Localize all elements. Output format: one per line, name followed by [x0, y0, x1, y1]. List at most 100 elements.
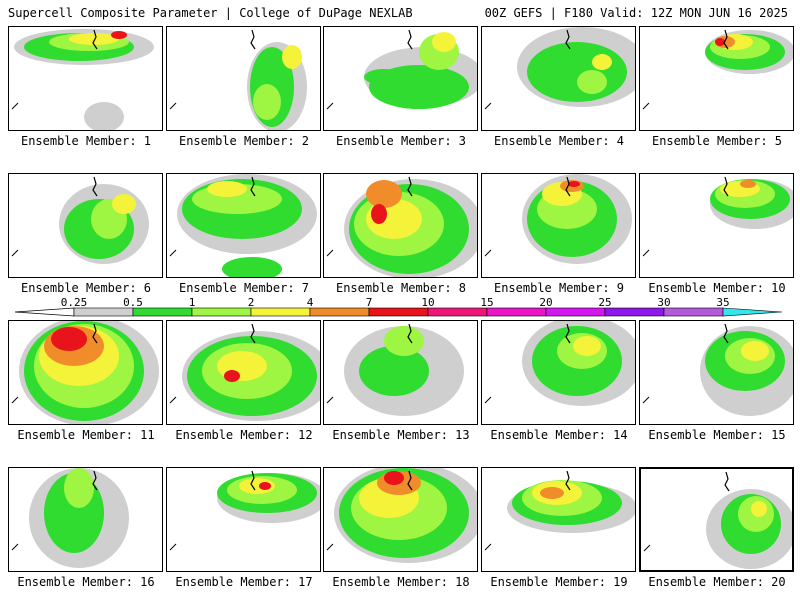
colorbar-swatch — [191, 307, 252, 317]
ensemble-member-label: Ensemble Member: 16 — [17, 575, 155, 589]
scp-map — [169, 174, 317, 277]
colorbar-tick-label: 15 — [480, 297, 493, 309]
ensemble-map-panel[interactable] — [639, 26, 794, 131]
scp-contour-region — [740, 180, 756, 188]
ensemble-member-label: Ensemble Member: 18 — [332, 575, 470, 589]
scp-contour-region — [592, 54, 612, 70]
scp-map — [11, 29, 154, 130]
coastline-line — [643, 544, 651, 552]
ensemble-member-label: Ensemble Member: 8 — [335, 281, 467, 295]
coastline-line — [326, 543, 334, 551]
ensemble-map-panel[interactable] — [323, 173, 478, 278]
scp-contour-region — [568, 181, 580, 187]
scp-contour-region — [224, 370, 240, 382]
colorbar-swatch — [309, 307, 370, 317]
scp-contour-region — [432, 32, 456, 52]
coastline-line — [169, 396, 177, 404]
colorbar-swatch — [545, 307, 606, 317]
ensemble-map-panel[interactable] — [8, 320, 163, 425]
colorbar-tick-label: 2 — [248, 297, 255, 309]
coastline-line — [642, 102, 650, 110]
ensemble-map-panel[interactable] — [166, 26, 321, 131]
ensemble-member-label: Ensemble Member: 11 — [17, 428, 155, 442]
scp-contour-region — [64, 468, 94, 508]
ensemble-member-label: Ensemble Member: 7 — [178, 281, 310, 295]
colorbar-swatch — [368, 307, 429, 317]
ensemble-map-panel[interactable] — [639, 320, 794, 425]
scp-contour-region — [282, 45, 302, 69]
ensemble-map-panel[interactable] — [8, 26, 163, 131]
ensemble-map-panel[interactable] — [166, 173, 321, 278]
ensemble-member-label: Ensemble Member: 20 — [648, 575, 786, 589]
scp-contour-region — [751, 501, 767, 517]
coastline-line — [642, 396, 650, 404]
ensemble-map-panel[interactable] — [481, 173, 636, 278]
scp-map — [11, 468, 129, 568]
coastline-line — [407, 176, 413, 197]
colorbar-swatch — [250, 307, 311, 317]
coastline-line — [484, 543, 492, 551]
scp-contour-region — [84, 102, 124, 130]
coastline-line — [724, 471, 730, 492]
ensemble-member-label: Ensemble Member: 10 — [648, 281, 786, 295]
ensemble-map-panel[interactable] — [481, 467, 636, 572]
scp-map — [484, 470, 635, 551]
ensemble-map-panel[interactable] — [166, 320, 321, 425]
coastline-line — [723, 176, 729, 197]
scp-contour-region — [384, 326, 424, 356]
coastline-line — [484, 102, 492, 110]
colorbar-tick-label: 0.5 — [123, 297, 143, 309]
coastline-line — [250, 470, 256, 491]
scp-map — [642, 29, 793, 110]
coastline-line — [11, 249, 19, 257]
coastline-line — [723, 323, 729, 344]
ensemble-member-label: Ensemble Member: 9 — [493, 281, 625, 295]
scp-map — [484, 321, 635, 406]
colorbar-swatch — [73, 307, 134, 317]
coastline-line — [11, 543, 19, 551]
scp-contour-region — [112, 194, 136, 214]
scp-contour-region — [364, 69, 404, 85]
scp-contour-region — [573, 336, 601, 356]
ensemble-member-label: Ensemble Member: 14 — [490, 428, 628, 442]
ensemble-member-label: Ensemble Member: 13 — [332, 428, 470, 442]
scp-contour-region — [253, 84, 281, 120]
ensemble-map-panel[interactable] — [8, 173, 163, 278]
colorbar-tick-label: 4 — [307, 297, 314, 309]
ensemble-map-panel[interactable] — [8, 467, 163, 572]
coastline-line — [565, 29, 571, 50]
ensemble-member-label: Ensemble Member: 1 — [20, 134, 152, 148]
ensemble-map-panel[interactable] — [639, 173, 794, 278]
coastline-line — [407, 470, 413, 491]
ensemble-member-label: Ensemble Member: 19 — [490, 575, 628, 589]
ensemble-map-panel[interactable] — [166, 467, 321, 572]
ensemble-member-label: Ensemble Member: 4 — [493, 134, 625, 148]
scp-contour-region — [527, 42, 627, 102]
scp-map — [484, 174, 632, 264]
coastline-line — [169, 249, 177, 257]
ensemble-map-panel[interactable] — [323, 467, 478, 572]
ensemble-member-label: Ensemble Member: 2 — [178, 134, 310, 148]
ensemble-map-panel[interactable] — [481, 320, 636, 425]
ensemble-map-panel[interactable] — [323, 320, 478, 425]
scp-contour-region — [51, 327, 87, 351]
page-title: Supercell Composite Parameter | College … — [8, 6, 413, 20]
scp-map — [642, 323, 793, 416]
colorbar-tick-label: 10 — [421, 297, 434, 309]
color-scale-legend: 0.25 0.5 1 2 4 7 10 15 20 25 30 35 — [14, 297, 783, 317]
coastline-line — [407, 29, 413, 50]
scp-map — [326, 29, 477, 110]
coastline-line — [484, 249, 492, 257]
scp-contour-region — [111, 31, 127, 39]
ensemble-map-panel[interactable] — [323, 26, 478, 131]
ensemble-map-panel[interactable] — [481, 26, 636, 131]
coastline-line — [723, 29, 729, 50]
scp-map — [169, 323, 320, 421]
coastline-line — [169, 102, 177, 110]
ensemble-member-label: Ensemble Member: 15 — [648, 428, 786, 442]
scp-map — [11, 321, 159, 424]
ensemble-map-panel[interactable] — [639, 467, 794, 572]
scp-map — [643, 471, 792, 569]
colorbar-swatch — [427, 307, 488, 317]
colorbar-tick-label: 25 — [598, 297, 611, 309]
